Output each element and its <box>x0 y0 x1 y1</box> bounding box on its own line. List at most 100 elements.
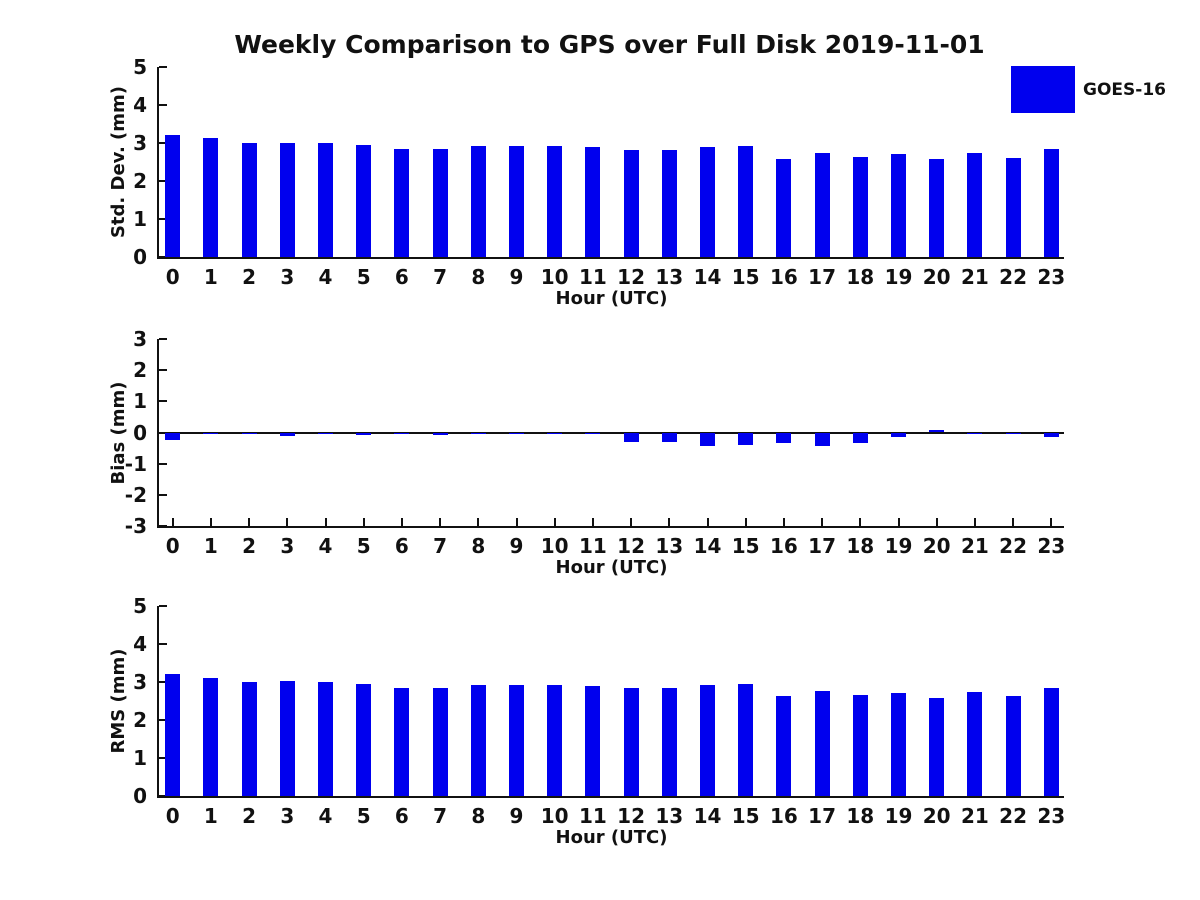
x-tick-label: 20 <box>922 534 951 558</box>
y-tick <box>159 338 167 340</box>
x-tick <box>477 518 480 526</box>
bar-hour-14 <box>700 146 715 257</box>
x-tick-label: 13 <box>655 804 684 828</box>
x-tick-label: 5 <box>356 265 371 289</box>
x-tick-label: 7 <box>433 265 448 289</box>
x-tick-label: 19 <box>884 534 913 558</box>
x-tick-label: 14 <box>693 534 722 558</box>
bar-hour-19 <box>891 693 906 796</box>
x-tick-label: 12 <box>617 534 646 558</box>
y-tick <box>159 525 167 527</box>
y-tick <box>159 795 167 797</box>
bar-hour-20 <box>929 697 945 796</box>
bar-hour-6 <box>394 148 410 257</box>
zero-line <box>159 431 1064 434</box>
bar-hour-21 <box>967 152 983 257</box>
bar-hour-18 <box>852 156 868 257</box>
x-tick-label: 12 <box>617 804 646 828</box>
x-tick-label: 0 <box>165 804 180 828</box>
x-tick-label: 18 <box>846 804 875 828</box>
x-tick-label: 18 <box>846 534 875 558</box>
bar-hour-20 <box>929 430 945 433</box>
x-tick-label: 3 <box>280 265 295 289</box>
x-tick <box>668 518 671 526</box>
x-tick-label: 7 <box>433 804 448 828</box>
y-tick-label: 3 <box>133 327 147 351</box>
x-tick-label: 9 <box>509 534 524 558</box>
y-tick-label: -3 <box>124 514 147 538</box>
stddev-x-axis-label: Hour (UTC) <box>555 288 668 309</box>
bar-hour-22 <box>1005 158 1021 257</box>
x-tick <box>744 518 747 526</box>
y-tick-label: 1 <box>133 207 147 231</box>
x-tick-label: 7 <box>433 534 448 558</box>
x-tick-label: 2 <box>242 804 257 828</box>
x-tick-label: 23 <box>1037 804 1066 828</box>
y-tick-label: 1 <box>133 389 147 414</box>
y-tick-label: 4 <box>133 632 147 656</box>
y-tick <box>159 462 167 465</box>
bar-hour-1 <box>203 678 219 796</box>
bar-hour-23 <box>1043 432 1059 438</box>
bar-hour-0 <box>165 432 181 441</box>
bar-hour-18 <box>852 432 868 444</box>
x-tick-label: 4 <box>318 804 333 828</box>
x-tick-label: 6 <box>394 265 409 289</box>
x-tick-label: 1 <box>203 804 218 828</box>
bar-hour-4 <box>318 432 333 434</box>
x-tick <box>439 518 442 526</box>
x-tick <box>400 518 403 526</box>
bar-hour-15 <box>738 432 754 445</box>
x-tick-label: 6 <box>394 804 409 828</box>
bar-hour-6 <box>394 432 410 435</box>
bar-hour-21 <box>967 691 983 796</box>
x-tick-label: 4 <box>318 265 333 289</box>
bar-hour-23 <box>1043 149 1059 257</box>
x-tick <box>630 518 633 526</box>
x-tick <box>706 518 709 526</box>
x-tick-label: 16 <box>769 265 798 289</box>
y-tick-label: 0 <box>133 784 147 808</box>
bar-hour-4 <box>318 142 333 257</box>
bar-hour-15 <box>738 683 754 796</box>
bar-hour-12 <box>623 688 639 796</box>
legend-swatch <box>1011 66 1075 113</box>
rms-x-axis-label: Hour (UTC) <box>555 827 668 848</box>
y-tick-label: 3 <box>133 670 147 694</box>
bar-hour-12 <box>623 432 639 443</box>
x-tick-label: 5 <box>356 804 371 828</box>
bar-hour-9 <box>509 684 524 796</box>
x-tick-label: 9 <box>509 265 524 289</box>
bar-hour-11 <box>585 432 601 435</box>
x-tick-label: 20 <box>922 804 951 828</box>
y-tick <box>159 218 167 220</box>
y-tick <box>159 256 167 258</box>
x-tick-label: 22 <box>999 534 1028 558</box>
y-tick <box>159 605 167 607</box>
x-tick-label: 1 <box>203 534 218 558</box>
x-tick-label: 4 <box>318 534 333 558</box>
x-tick-label: 13 <box>655 265 684 289</box>
bias-x-axis-label: Hour (UTC) <box>555 557 668 578</box>
bar-hour-2 <box>241 432 257 435</box>
x-tick <box>248 518 251 526</box>
x-tick <box>897 518 900 526</box>
bar-hour-0 <box>165 134 181 257</box>
x-tick-label: 8 <box>471 534 486 558</box>
bar-hour-9 <box>509 432 524 435</box>
y-tick <box>159 643 167 645</box>
x-tick-label: 15 <box>731 804 760 828</box>
bar-hour-1 <box>203 432 219 435</box>
bar-hour-3 <box>279 432 295 436</box>
x-tick-label: 10 <box>540 804 569 828</box>
bar-hour-10 <box>547 432 563 434</box>
bar-hour-5 <box>356 144 372 257</box>
y-tick-label: 2 <box>133 358 147 383</box>
bar-hour-15 <box>738 145 754 257</box>
x-tick-label: 17 <box>808 265 837 289</box>
bar-hour-8 <box>470 684 486 796</box>
y-tick <box>159 400 167 403</box>
bar-hour-3 <box>279 681 295 796</box>
x-tick-label: 15 <box>731 534 760 558</box>
